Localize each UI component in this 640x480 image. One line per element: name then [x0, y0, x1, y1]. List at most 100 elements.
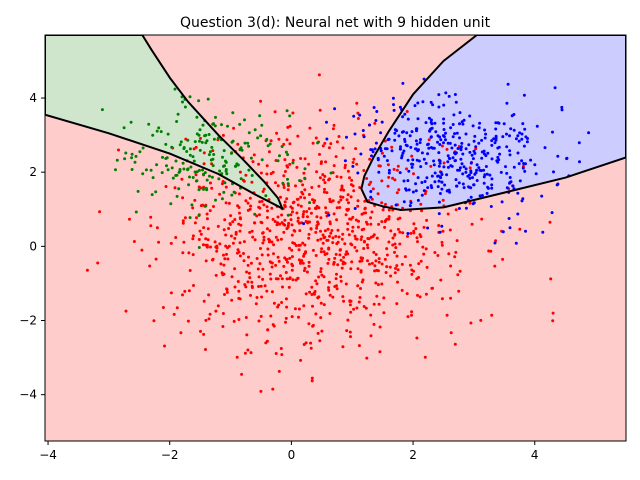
blue-point	[418, 141, 422, 145]
red-point	[279, 195, 282, 199]
blue-point	[505, 145, 509, 149]
red-point	[223, 257, 227, 261]
blue-point	[477, 141, 481, 145]
red-point	[275, 131, 279, 135]
red-point	[285, 138, 289, 142]
blue-point	[508, 176, 512, 179]
red-point	[306, 215, 309, 219]
red-point	[336, 263, 340, 267]
red-point	[244, 316, 248, 319]
green-point	[232, 190, 236, 194]
green-point	[114, 168, 117, 172]
red-point	[235, 355, 239, 359]
red-point	[279, 237, 283, 241]
blue-point	[446, 160, 450, 164]
red-point	[412, 172, 415, 176]
red-point	[237, 192, 241, 196]
red-point	[410, 272, 414, 276]
blue-point	[400, 156, 404, 160]
red-point	[303, 266, 307, 270]
red-point	[323, 141, 327, 145]
red-point	[371, 234, 375, 238]
blue-point	[427, 146, 431, 150]
red-point	[259, 314, 263, 318]
blue-point	[407, 188, 411, 192]
green-point	[181, 161, 185, 165]
blue-point	[423, 180, 427, 183]
red-point	[437, 224, 441, 227]
red-point	[409, 231, 413, 235]
red-point	[487, 249, 491, 253]
red-point	[276, 305, 280, 309]
red-point	[231, 220, 235, 224]
blue-point	[402, 179, 406, 183]
red-point	[259, 247, 262, 250]
green-point	[130, 156, 134, 160]
red-point	[286, 224, 290, 228]
blue-point	[439, 138, 443, 142]
red-point	[440, 243, 444, 247]
red-point	[337, 235, 341, 239]
green-point	[188, 175, 191, 179]
blue-point	[377, 170, 381, 174]
red-point	[265, 289, 269, 293]
red-point	[238, 211, 241, 215]
red-point	[405, 292, 409, 296]
green-point	[188, 153, 192, 157]
red-point	[240, 372, 244, 376]
red-point	[179, 331, 183, 335]
blue-point	[440, 224, 444, 228]
red-point	[216, 304, 220, 308]
red-point	[329, 231, 333, 235]
red-point	[283, 204, 287, 207]
red-point	[187, 289, 191, 293]
red-point	[331, 127, 335, 131]
red-point	[310, 285, 314, 289]
red-point	[333, 285, 337, 288]
red-point	[414, 227, 418, 231]
red-point	[368, 262, 371, 266]
red-point	[321, 144, 325, 148]
red-point	[301, 212, 305, 216]
blue-point	[325, 120, 328, 124]
blue-point	[492, 137, 496, 141]
red-point	[183, 216, 187, 220]
green-point	[208, 150, 212, 154]
green-point	[247, 144, 251, 148]
blue-point	[430, 122, 434, 126]
green-point	[129, 120, 133, 124]
blue-point	[345, 135, 348, 139]
red-point	[287, 285, 291, 289]
red-point	[157, 240, 161, 244]
red-point	[327, 257, 331, 261]
red-point	[255, 214, 259, 218]
red-point	[238, 229, 242, 233]
red-point	[345, 329, 349, 333]
red-point	[405, 110, 409, 113]
y-axis: −4 −2 0 2 4	[19, 91, 45, 402]
red-point	[280, 301, 284, 304]
blue-point	[468, 114, 472, 118]
y-tick-label: 2	[29, 165, 37, 179]
red-point	[252, 153, 256, 157]
red-point	[493, 264, 497, 268]
green-point	[224, 168, 228, 171]
red-point	[355, 249, 359, 253]
red-point	[311, 141, 315, 145]
blue-point	[369, 148, 373, 152]
red-point	[384, 202, 387, 206]
red-point	[329, 142, 333, 146]
red-point	[255, 257, 259, 260]
red-point	[352, 307, 356, 311]
red-point	[309, 227, 313, 231]
red-point	[322, 190, 326, 194]
red-point	[347, 201, 350, 205]
red-point	[259, 284, 263, 288]
red-point	[390, 145, 394, 149]
red-point	[288, 162, 292, 166]
green-point	[197, 188, 201, 192]
blue-point	[391, 96, 395, 100]
green-point	[205, 188, 209, 192]
blue-point	[414, 189, 418, 193]
